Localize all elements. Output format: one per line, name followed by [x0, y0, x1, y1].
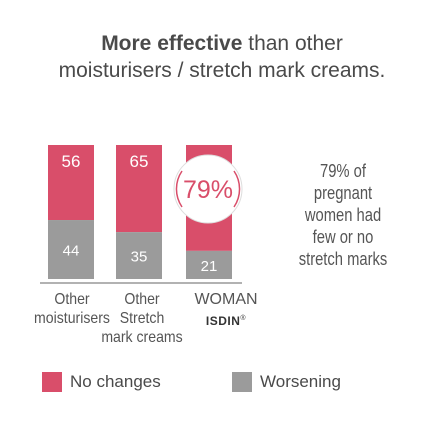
annotation-text: 79% of pregnant women had few or no stre…	[298, 161, 388, 269]
highlight-value-label: 79%	[183, 176, 233, 204]
title-line2: moisturisers / stretch mark creams.	[58, 59, 386, 82]
legend-label-no-changes: No changes	[70, 372, 161, 391]
legend-swatch-worsening	[232, 372, 252, 392]
title-bold: More effective	[101, 32, 243, 55]
bar-worsening-1	[48, 220, 94, 279]
bar-no-changes-2	[116, 145, 162, 233]
isdin-logo-text: ISDIN	[205, 314, 241, 328]
x-label-2-line2: Stretch	[119, 310, 165, 327]
x-label-other-stretch-mark-creams: Other Stretch mark creams	[96, 290, 188, 347]
x-label-other-moisturisers: Other moisturisers	[30, 290, 114, 328]
bar-worsening-2	[116, 232, 162, 279]
highlight-arc-right	[233, 170, 241, 208]
value-label-no-changes-2: 65	[130, 152, 149, 171]
chart-title: More effective than other moisturisers /…	[0, 30, 444, 84]
bar-worsening-3	[186, 250, 232, 279]
x-label-1-line2: moisturisers	[34, 310, 110, 327]
value-label-no-changes-1: 56	[62, 152, 81, 171]
bar-no-changes-1	[48, 145, 94, 221]
legend-item-no-changes: No changes	[42, 372, 161, 392]
value-label-worsening-2: 35	[131, 249, 148, 266]
x-label-2-line1: Other	[124, 291, 160, 308]
x-label-3-line1: WOMAN	[194, 291, 258, 308]
isdin-logo: ISDIN®	[186, 309, 266, 331]
x-label-woman-isdin: WOMAN ISDIN®	[186, 290, 266, 331]
legend-item-worsening: Worsening	[232, 372, 341, 392]
value-label-worsening-3: 21	[201, 258, 218, 275]
value-label-worsening-1: 44	[63, 243, 80, 260]
registered-mark: ®	[240, 315, 247, 322]
highlight-circle	[173, 154, 243, 224]
legend-swatch-no-changes	[42, 372, 62, 392]
highlight-arc-left	[175, 170, 183, 208]
legend-label-worsening: Worsening	[260, 372, 341, 391]
x-label-2-line3: mark creams	[101, 329, 183, 346]
title-rest: than other	[242, 32, 343, 55]
x-label-1-line1: Other	[54, 291, 90, 308]
